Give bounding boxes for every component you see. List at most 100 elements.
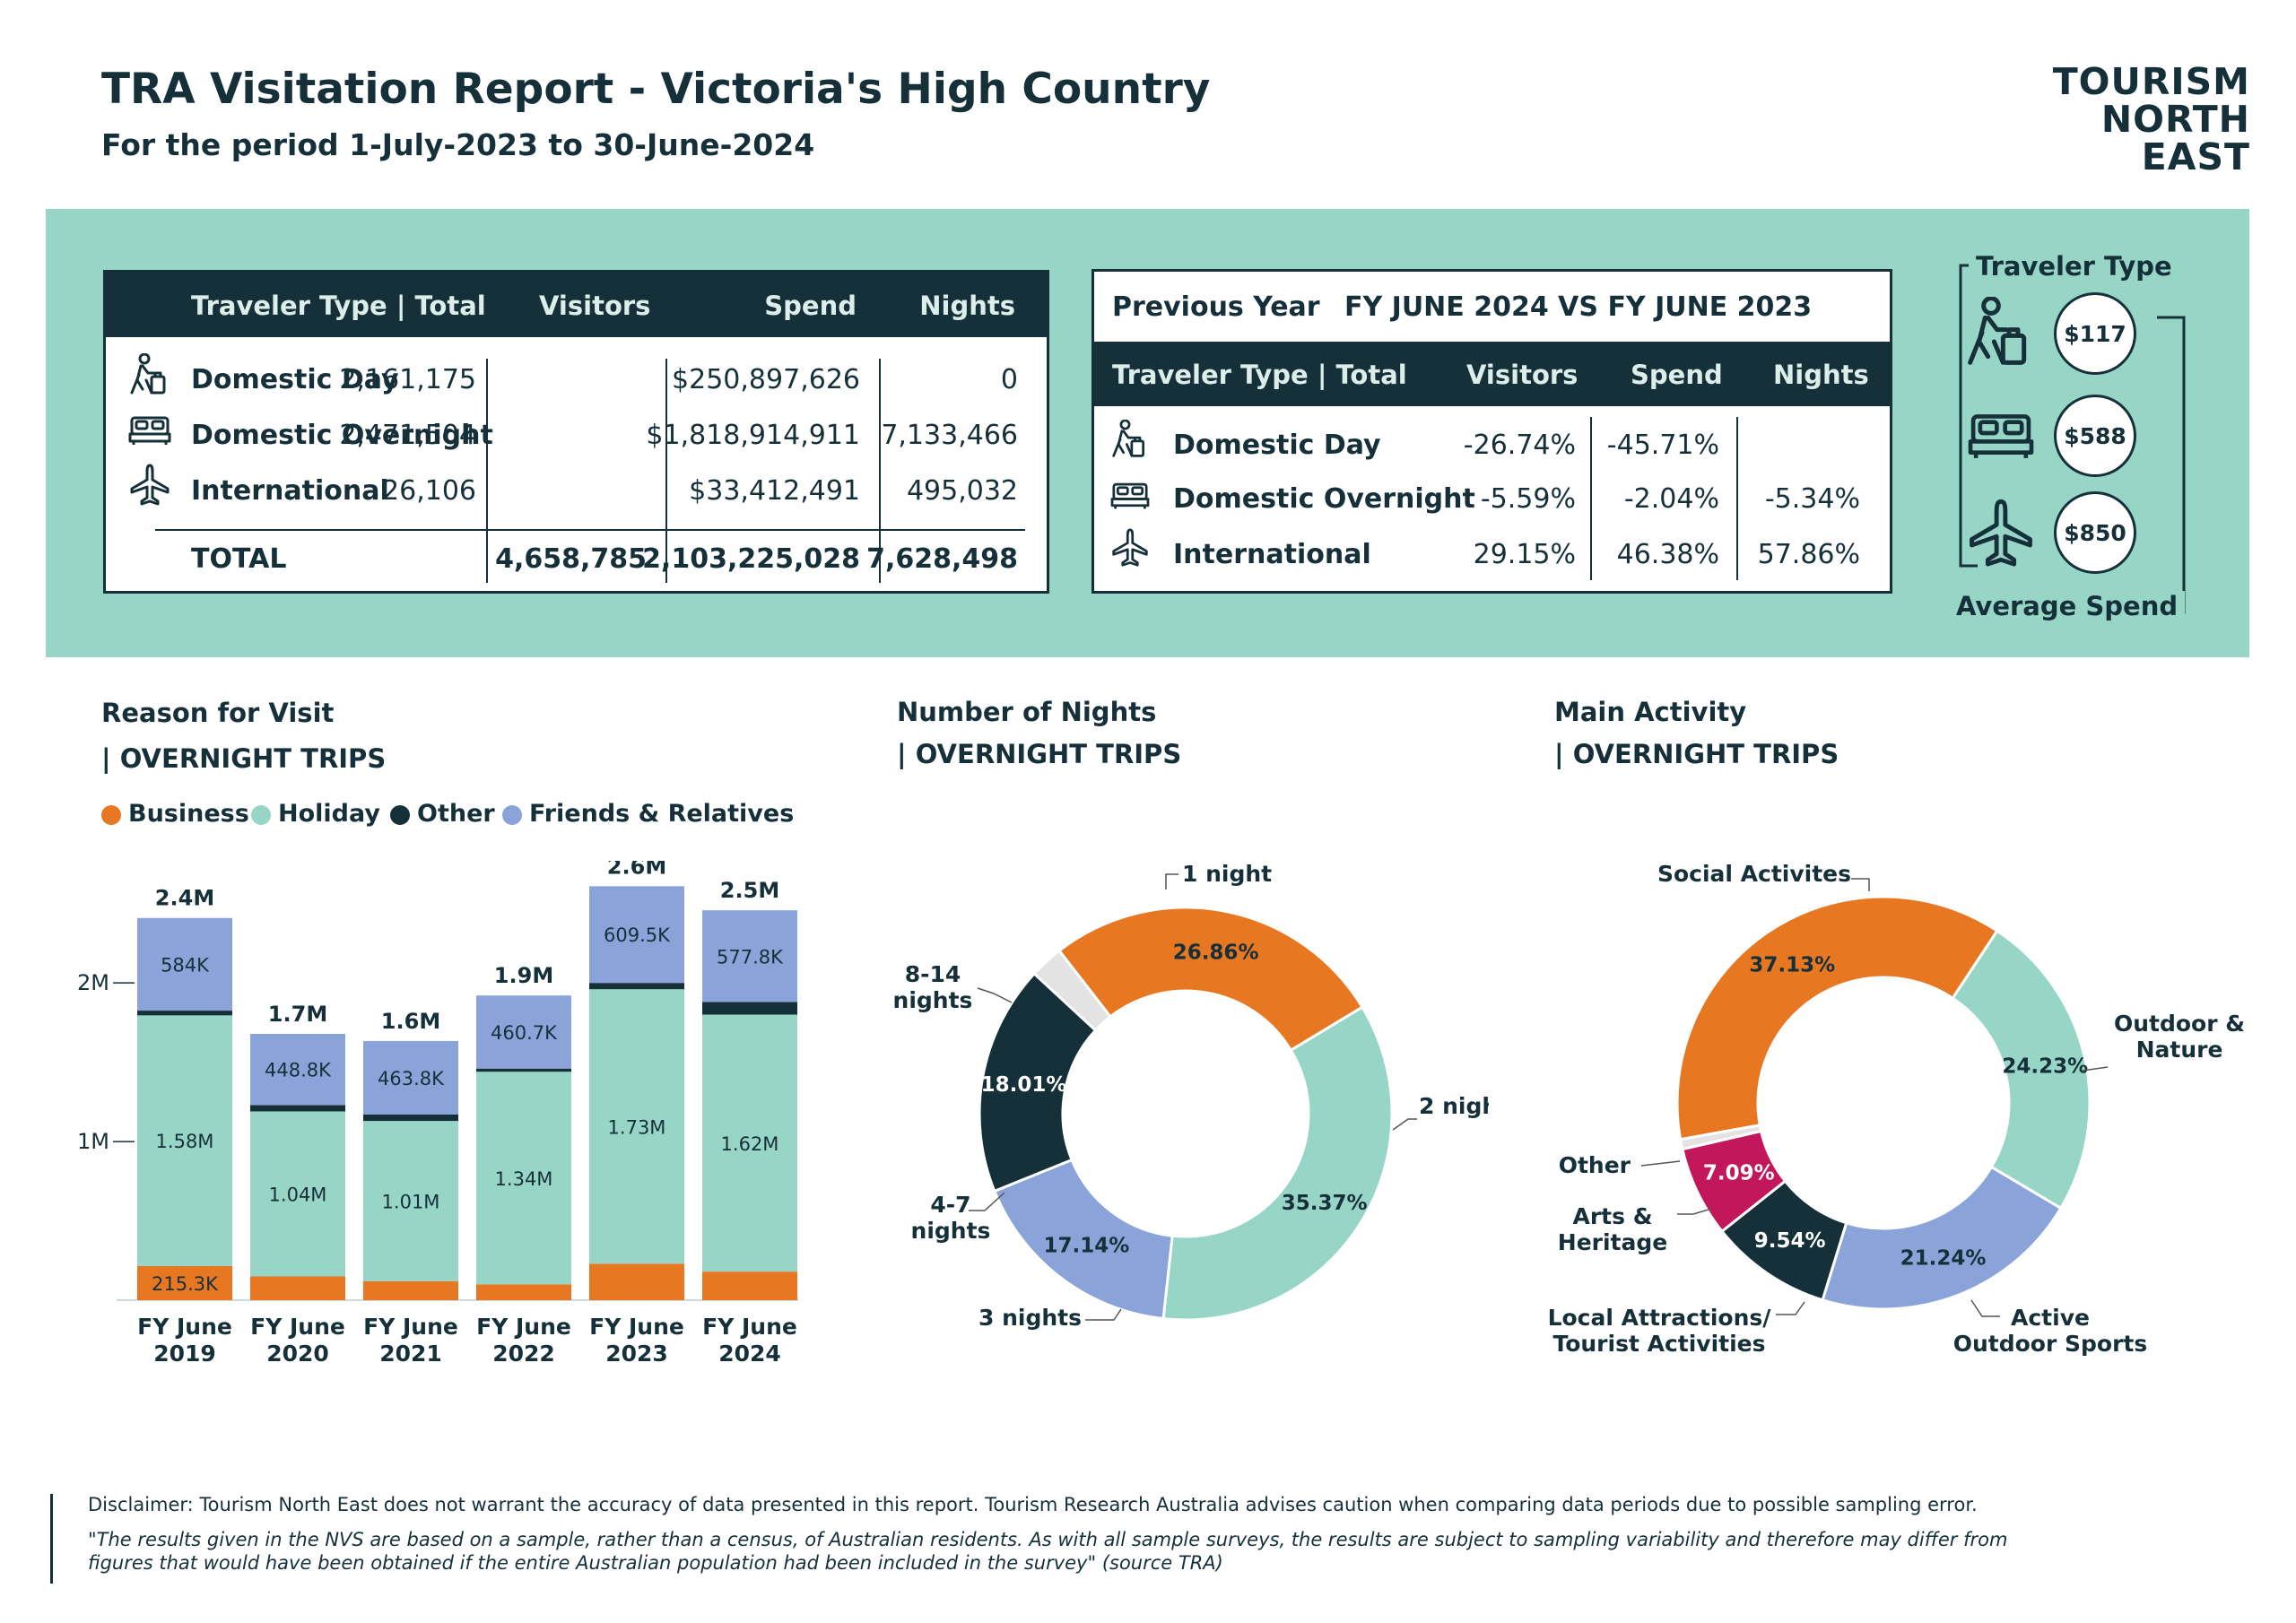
previous-year-label: Previous Year bbox=[1112, 291, 1320, 323]
donut-data-label: 35.37% bbox=[1282, 1192, 1368, 1215]
row-visitors: 26,106 bbox=[382, 475, 476, 507]
logo-line-1: TOURISM bbox=[2052, 60, 2250, 103]
row-visitors: -26.74% bbox=[1463, 430, 1576, 461]
callout-label: nights bbox=[893, 987, 973, 1013]
plane-icon bbox=[1112, 528, 1148, 567]
bar-data-label: 215.3K bbox=[152, 1273, 219, 1295]
bar-segment-holiday bbox=[589, 989, 684, 1264]
bar-segment-business bbox=[589, 1263, 684, 1300]
row-nights: 495,032 bbox=[906, 475, 1018, 507]
donut-data-label: 24.23% bbox=[2002, 1055, 2088, 1079]
activity-subtitle: | OVERNIGHT TRIPS bbox=[1554, 739, 1839, 769]
donut-data-label: 21.24% bbox=[1900, 1247, 1987, 1271]
row-spend: -45.71% bbox=[1606, 430, 1719, 461]
row-label: Domestic Overnight bbox=[1173, 483, 1475, 515]
x-tick-label: 2019 bbox=[153, 1341, 216, 1367]
bar-total-label: 1.6M bbox=[381, 1009, 440, 1034]
row-nights: 57.86% bbox=[1757, 539, 1860, 570]
bar-segment-friends-relatives bbox=[589, 886, 684, 984]
donut-data-label: 26.86% bbox=[1173, 942, 1259, 965]
callout-line bbox=[977, 987, 1013, 1003]
legend-label: Other bbox=[417, 800, 495, 828]
divider bbox=[1736, 417, 1738, 580]
bar-segment-other bbox=[589, 983, 684, 990]
bar-total-label: 2.6M bbox=[607, 861, 666, 879]
bar-segment-friends-relatives bbox=[363, 1040, 458, 1115]
previous-year-table: Previous Year FY JUNE 2024 VS FY JUNE 20… bbox=[1091, 269, 1892, 594]
bar-segment-other bbox=[702, 1002, 797, 1015]
row-nights: 7,133,466 bbox=[881, 420, 1018, 451]
reason-subtitle: | OVERNIGHT TRIPS bbox=[101, 743, 387, 774]
callout-line bbox=[1970, 1299, 2000, 1317]
donut-slice-2-nights bbox=[1161, 1005, 1394, 1322]
average-spend-label: Average Spend bbox=[1949, 591, 2186, 621]
legend-label: Holiday bbox=[278, 800, 380, 828]
header-traveler-type: Traveler Type | Total bbox=[1112, 360, 1407, 390]
legend-swatch bbox=[390, 804, 410, 825]
callout-line bbox=[1085, 1308, 1122, 1321]
disclaimer-quote: "The results given in the NVS are based … bbox=[88, 1529, 2008, 1574]
totals-table: Traveler Type | Total Visitors Spend Nig… bbox=[103, 270, 1049, 594]
average-spend-day: $117 bbox=[2054, 292, 2136, 375]
callout-label: Social Activites bbox=[1657, 861, 1851, 887]
bar-data-label: 448.8K bbox=[265, 1060, 332, 1081]
row-label: Domestic Overnight bbox=[191, 420, 493, 451]
bar-segment-holiday bbox=[476, 1072, 571, 1285]
page-subtitle: For the period 1-July-2023 to 30-June-20… bbox=[101, 127, 815, 162]
bar-segment-friends-relatives bbox=[250, 1033, 345, 1106]
donut-slice-1-night bbox=[1057, 906, 1364, 1053]
row-spend: 46.38% bbox=[1616, 539, 1719, 570]
header-spend: Spend bbox=[1631, 360, 1723, 390]
row-visitors: 2,161,175 bbox=[339, 364, 476, 395]
logo: TOURISM NORTH EAST bbox=[2053, 63, 2250, 176]
row-visitors: -5.59% bbox=[1480, 483, 1576, 515]
logo-line-3: EAST bbox=[2141, 135, 2250, 178]
divider bbox=[879, 359, 881, 583]
bar-segment-business bbox=[137, 1265, 232, 1300]
bar-total-label: 2.5M bbox=[720, 878, 779, 903]
bar-data-label: 1.58M bbox=[156, 1131, 214, 1152]
x-tick-label: 2022 bbox=[492, 1341, 555, 1367]
legend-label: Friends & Relatives bbox=[529, 800, 795, 828]
walking-luggage-icon bbox=[1964, 297, 2036, 369]
donut-data-label: 17.14% bbox=[1043, 1234, 1129, 1257]
row-label: International bbox=[191, 475, 389, 507]
legend-swatch bbox=[502, 804, 522, 825]
header-visitors: Visitors bbox=[539, 291, 651, 321]
x-tick-label: 2023 bbox=[605, 1341, 668, 1367]
average-spend-international: $850 bbox=[2054, 491, 2136, 574]
legend-holiday: Holiday bbox=[251, 800, 380, 828]
donut-slice-4-7-nights bbox=[978, 971, 1098, 1193]
average-spend-overnight: $588 bbox=[2054, 395, 2136, 477]
bar-data-label: 1.62M bbox=[721, 1133, 779, 1155]
legend-business: Business bbox=[101, 800, 249, 828]
bar-total-label: 1.7M bbox=[268, 1002, 327, 1027]
nights-title: Number of Nights bbox=[897, 697, 1157, 727]
x-tick-label: FY June bbox=[250, 1314, 345, 1340]
callout-line bbox=[969, 1192, 1005, 1211]
row-spend: -2.04% bbox=[1623, 483, 1719, 515]
bar-segment-business bbox=[702, 1271, 797, 1300]
bar-data-label: 584K bbox=[161, 954, 210, 976]
x-tick-label: 2021 bbox=[379, 1341, 442, 1367]
bar-segment-friends-relatives bbox=[702, 910, 797, 1002]
bar-segment-business bbox=[250, 1276, 345, 1300]
bar-total-label: 1.9M bbox=[494, 963, 553, 988]
page-title: TRA Visitation Report - Victoria's High … bbox=[101, 65, 1211, 114]
nights-subtitle: | OVERNIGHT TRIPS bbox=[897, 739, 1182, 769]
bar-segment-holiday bbox=[250, 1111, 345, 1277]
legend-swatch bbox=[101, 804, 121, 825]
total-visitors: 4,658,785 bbox=[495, 543, 647, 575]
donut-slice-other bbox=[1678, 1124, 1763, 1151]
callout-line bbox=[1392, 1118, 1417, 1131]
donut-slice-active-outdoor-sports bbox=[1821, 1165, 2063, 1311]
x-tick-label: FY June bbox=[363, 1314, 458, 1340]
callout-label: 8-14 bbox=[905, 961, 961, 987]
walking-luggage-icon bbox=[1112, 420, 1145, 457]
disclaimer-text: Disclaimer: Tourism North East does not … bbox=[88, 1494, 1978, 1515]
bar-segment-business bbox=[476, 1284, 571, 1300]
legend-swatch bbox=[251, 804, 271, 825]
legend-friends-relatives: Friends & Relatives bbox=[502, 800, 794, 828]
row-label: International bbox=[1173, 539, 1371, 570]
donut-data-label: 9.54% bbox=[1754, 1229, 1826, 1253]
